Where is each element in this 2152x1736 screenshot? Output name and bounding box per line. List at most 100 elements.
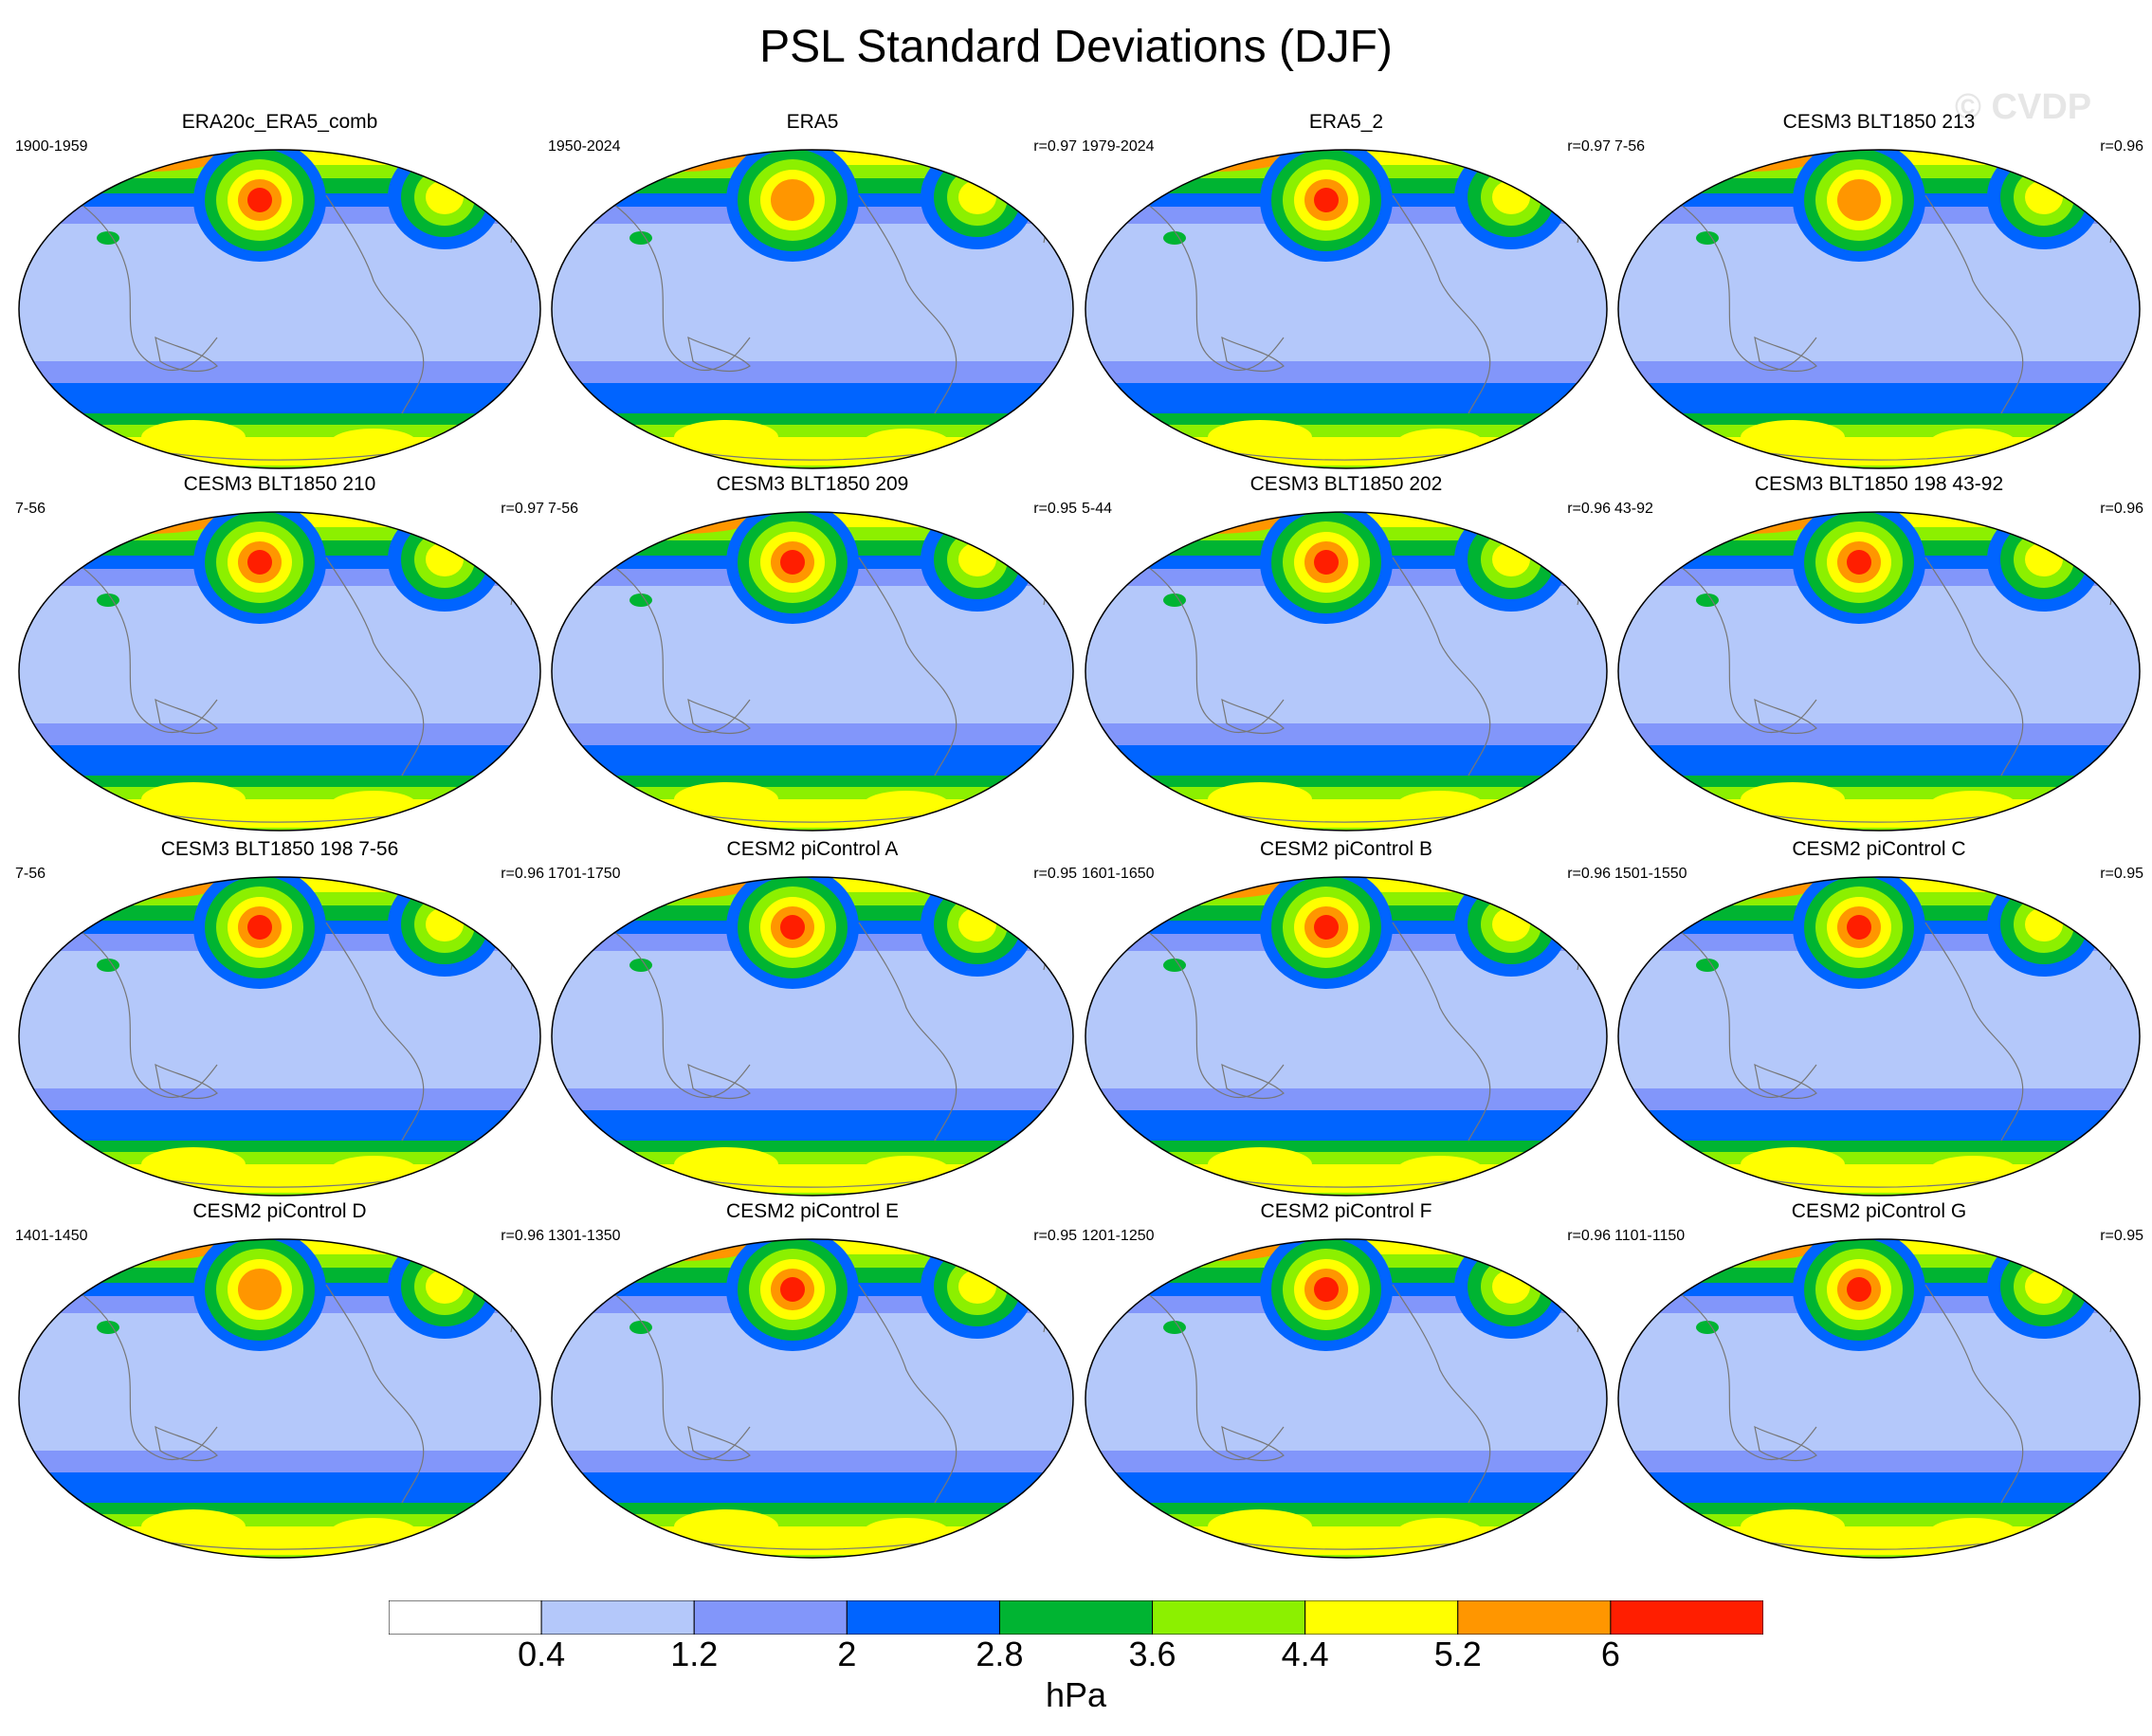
southern-ocean-band xyxy=(552,799,1073,828)
panel-title: CESM2 piControl E xyxy=(725,1200,900,1222)
aleutian-low-contour xyxy=(247,915,272,940)
aleutian-low-contour xyxy=(780,915,805,940)
map-border xyxy=(1617,511,2141,831)
colorbar-tick-label: 2 xyxy=(837,1635,857,1673)
americas-coast xyxy=(858,1284,957,1504)
tibetan-plateau-patch xyxy=(1696,959,1719,972)
panel-period: 1301-1350 xyxy=(548,1228,621,1244)
map-panel: CESM2 piControl E 1301-1350 r=0.95 xyxy=(546,1199,1079,1560)
asia-australia-coast xyxy=(50,912,218,1099)
map-border xyxy=(551,511,1074,831)
tibetan-plateau-patch xyxy=(1696,1321,1719,1334)
panel-period: 1701-1750 xyxy=(548,866,621,882)
colorbar-tick-label: 1.2 xyxy=(670,1635,719,1673)
americas-coast xyxy=(1392,1284,1491,1504)
southern-high-variance-blob xyxy=(864,1156,949,1182)
cvdp-watermark: © CVDP xyxy=(1955,87,2092,127)
southern-high-variance-blob xyxy=(141,782,246,816)
asia-australia-coast xyxy=(1117,912,1285,1099)
panel-pattern-correlation: r=0.96 xyxy=(1567,1228,1611,1244)
robinson-map xyxy=(18,1238,541,1559)
panel-pattern-correlation: r=0.95 xyxy=(2100,1228,2143,1244)
panel-period: 7-56 xyxy=(15,866,46,882)
americas-coast xyxy=(1924,194,2024,414)
tibetan-plateau-patch xyxy=(1163,594,1186,607)
tibetan-plateau-patch xyxy=(97,231,119,245)
asia-australia-coast xyxy=(1650,547,1817,734)
australia-coast xyxy=(1221,698,1285,734)
southern-high-variance-blob xyxy=(1208,1509,1312,1544)
map-panel: CESM3 BLT1850 198 43-92 43-92 r=0.96 xyxy=(1613,472,2145,832)
southern-ocean-band xyxy=(19,799,540,828)
panel-title: CESM2 piControl B xyxy=(1259,838,1433,860)
panel-pattern-correlation: r=0.96 xyxy=(1567,501,1611,517)
coastlines xyxy=(1650,185,2112,461)
southern-high-variance-blob xyxy=(674,420,778,454)
australia-coast xyxy=(687,336,751,372)
panel-period: 7-56 xyxy=(548,501,579,517)
panel-pattern-correlation: r=0.97 xyxy=(1033,138,1077,155)
map-panel: ERA5_2 1979-2024 r=0.97 xyxy=(1080,110,1613,470)
panel-title: CESM3 BLT1850 198 43-92 xyxy=(1754,473,2004,495)
australia-coast xyxy=(1221,1425,1285,1461)
americas-coast xyxy=(1924,1284,2024,1504)
colorbar-tick-label: 0.4 xyxy=(518,1635,566,1673)
australia-coast xyxy=(1754,1425,1817,1461)
colorbar-tick-label: 3.6 xyxy=(1128,1635,1176,1673)
map-panel: CESM2 piControl D 1401-1450 r=0.96 xyxy=(13,1199,546,1560)
southern-high-variance-blob xyxy=(331,429,416,455)
robinson-map xyxy=(1617,1238,2141,1559)
panel-pattern-correlation: r=0.96 xyxy=(1567,866,1611,882)
colorbar xyxy=(389,1600,1763,1635)
figure-title: PSL Standard Deviations (DJF) xyxy=(759,22,1393,72)
southern-ocean-band xyxy=(1085,437,1607,466)
map-border xyxy=(18,876,541,1197)
southern-high-variance-blob xyxy=(1397,429,1483,455)
australia-coast xyxy=(1221,336,1285,372)
panel-pattern-correlation: r=0.96 xyxy=(501,1228,544,1244)
tibetan-plateau-patch xyxy=(629,231,652,245)
map-panel: CESM3 BLT1850 202 5-44 r=0.96 xyxy=(1080,472,1613,832)
panel-title: CESM2 piControl G xyxy=(1791,1200,1967,1222)
panel-title: CESM3 BLT1850 202 xyxy=(1249,473,1443,495)
southern-high-variance-blob xyxy=(864,429,949,455)
southern-high-variance-blob xyxy=(331,1518,416,1544)
map-border xyxy=(551,876,1074,1197)
southern-ocean-band xyxy=(1618,437,2140,466)
southern-high-variance-blob xyxy=(1397,1518,1483,1544)
southern-ocean-band xyxy=(1085,1164,1607,1193)
panel-title: CESM2 piControl C xyxy=(1792,838,1966,860)
map-panel: CESM3 BLT1850 198 7-56 7-56 r=0.96 xyxy=(13,837,546,1197)
southern-high-variance-blob xyxy=(141,1509,246,1544)
map-panel: CESM2 piControl A 1701-1750 r=0.95 xyxy=(546,837,1079,1197)
colorbar-tick-label: 2.8 xyxy=(976,1635,1024,1673)
americas-coast xyxy=(858,557,957,777)
colorbar-segment xyxy=(389,1600,542,1635)
aleutian-low-contour xyxy=(1847,915,1871,940)
asia-australia-coast xyxy=(583,1274,751,1461)
panel-period: 1101-1150 xyxy=(1614,1228,1686,1244)
panel-pattern-correlation: r=0.97 xyxy=(501,501,544,517)
map-panel: CESM2 piControl B 1601-1650 r=0.96 xyxy=(1080,837,1613,1197)
colorbar-segment xyxy=(846,1600,1000,1635)
southern-high-variance-blob xyxy=(1397,1156,1483,1182)
colorbar-segment xyxy=(1610,1600,1763,1635)
southern-high-variance-blob xyxy=(331,1156,416,1182)
southern-high-variance-blob xyxy=(1741,420,1845,454)
tibetan-plateau-patch xyxy=(1163,231,1186,245)
panel-period: 1501-1550 xyxy=(1614,866,1687,882)
americas-coast xyxy=(325,557,425,777)
colorbar-segment xyxy=(998,1600,1154,1635)
australia-coast xyxy=(1754,698,1817,734)
aleutian-low-contour xyxy=(1314,550,1339,575)
aleutian-low-contour xyxy=(247,550,272,575)
aleutian-low-contour xyxy=(1847,550,1871,575)
southern-high-variance-blob xyxy=(674,1509,778,1544)
colorbar-tick-label: 5.2 xyxy=(1433,1635,1482,1673)
southern-ocean-band xyxy=(1085,1526,1607,1555)
asia-australia-coast xyxy=(1650,1274,1817,1461)
australia-coast xyxy=(155,698,218,734)
map-panel: CESM3 BLT1850 210 7-56 r=0.97 xyxy=(13,472,546,832)
colorbar-units: hPa xyxy=(1045,1675,1107,1714)
australia-coast xyxy=(1754,1063,1817,1099)
